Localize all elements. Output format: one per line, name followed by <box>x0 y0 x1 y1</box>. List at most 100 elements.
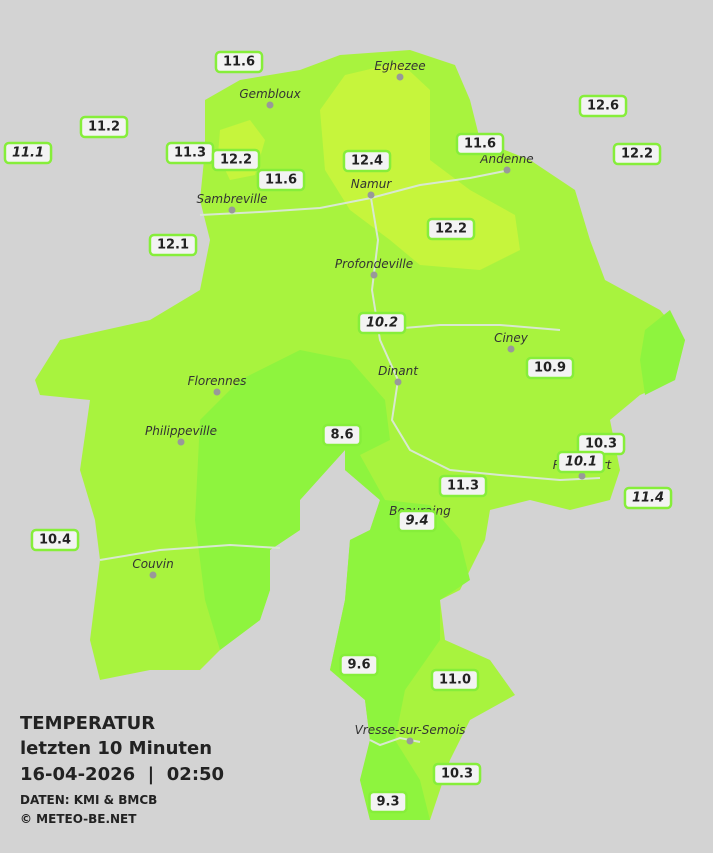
station: 8.6 <box>322 423 362 447</box>
city-dot <box>177 438 185 446</box>
station-value: 10.4 <box>39 533 71 548</box>
station-box <box>438 474 488 498</box>
station-box <box>3 141 53 165</box>
station-layer: 11.6 11.2 11.1 11.3 12.2 11.6 12.4 11.6 12.6 12.2… <box>3 50 673 814</box>
caption-title: TEMPERATUR <box>20 713 155 734</box>
city-dot <box>213 388 221 396</box>
station-value: 8.6 <box>330 428 353 443</box>
station: 10.2 <box>357 311 407 335</box>
caption-subtitle: letzten 10 Minuten <box>20 738 212 759</box>
city-label: Dinant <box>378 364 419 378</box>
station: 11.3 <box>438 474 488 498</box>
station: 10.4 <box>30 528 80 552</box>
station-box <box>256 168 306 192</box>
station: 12.1 <box>148 233 198 257</box>
station-box <box>525 356 575 380</box>
city-dot <box>406 737 414 745</box>
station: 12.2 <box>211 148 261 172</box>
city-label: Sambreville <box>196 192 267 206</box>
city-dot <box>266 101 274 109</box>
station-box <box>342 149 392 173</box>
station: 12.2 <box>426 217 476 241</box>
station-value: 10.3 <box>441 767 473 782</box>
station-box <box>368 790 408 814</box>
station: 11.1 <box>3 141 53 165</box>
station: 9.4 <box>397 509 437 533</box>
caption-source: DATEN: KMI & BMCB <box>20 793 157 807</box>
station-box <box>397 509 437 533</box>
city-dot <box>396 73 404 81</box>
station: 10.3 <box>576 432 626 456</box>
station-box <box>556 450 606 474</box>
station-box <box>455 132 505 156</box>
station-box <box>214 50 264 74</box>
station: 10.3 <box>432 762 482 786</box>
station-box <box>211 148 261 172</box>
station-value: 12.2 <box>621 147 653 162</box>
station: 11.0 <box>430 668 480 692</box>
station-box <box>30 528 80 552</box>
station-value: 11.1 <box>12 146 44 161</box>
station-box <box>148 233 198 257</box>
station-box <box>426 217 476 241</box>
city-label: Vresse-sur-Semois <box>355 723 466 737</box>
station: 11.6 <box>256 168 306 192</box>
station-value: 11.0 <box>439 673 471 688</box>
station-value: 10.1 <box>565 455 597 470</box>
city-label: Andenne <box>479 152 533 166</box>
station-box <box>612 142 662 166</box>
station-value: 10.3 <box>585 437 617 452</box>
city-label: Philippeville <box>145 424 217 438</box>
station: 10.9 <box>525 356 575 380</box>
cool-zone <box>195 350 470 820</box>
city-dot <box>578 472 586 480</box>
station-value: 12.2 <box>220 153 252 168</box>
station-value: 12.6 <box>587 99 619 114</box>
station-value: 9.4 <box>405 514 428 529</box>
station-value: 11.3 <box>174 146 206 161</box>
city-label: Profondeville <box>335 257 413 271</box>
station-value: 12.4 <box>351 154 383 169</box>
city-dot <box>503 166 511 174</box>
station: 11.6 <box>214 50 264 74</box>
city-dot <box>370 271 378 279</box>
station: 9.3 <box>368 790 408 814</box>
station: 12.6 <box>578 94 628 118</box>
city-dot <box>228 206 236 214</box>
city-label: Gembloux <box>239 87 301 101</box>
city-label: Namur <box>351 177 393 191</box>
station-value: 9.6 <box>347 658 370 673</box>
caption-copyright: © METEO-BE.NET <box>20 812 137 826</box>
city-label: Ciney <box>494 331 529 345</box>
caption-timestamp: 16-04-2026 | 02:50 <box>20 764 224 785</box>
station-box <box>79 115 129 139</box>
station-box <box>623 486 673 510</box>
station-box <box>578 94 628 118</box>
station-box <box>339 653 379 677</box>
city-label: Eghezee <box>374 59 425 73</box>
station-value: 11.3 <box>447 479 479 494</box>
station-value: 12.2 <box>435 222 467 237</box>
city-label: Couvin <box>132 557 173 571</box>
station-value: 11.6 <box>223 55 255 70</box>
city-dot <box>507 345 515 353</box>
station-box <box>322 423 362 447</box>
station-value: 11.6 <box>265 173 297 188</box>
city-dot <box>149 571 157 579</box>
city-dot <box>394 378 402 386</box>
station-value: 10.2 <box>366 316 398 331</box>
station-value: 10.9 <box>534 361 566 376</box>
city-label: Florennes <box>188 374 247 388</box>
station: 11.2 <box>79 115 129 139</box>
station-value: 11.2 <box>88 120 120 135</box>
station-value: 11.4 <box>632 491 664 506</box>
station-value: 11.6 <box>464 137 496 152</box>
cool-zone <box>640 310 685 395</box>
station: 10.1 <box>556 450 606 474</box>
station-value: 9.3 <box>376 795 399 810</box>
station: 11.3 <box>165 141 215 165</box>
station-box <box>357 311 407 335</box>
station: 12.2 <box>612 142 662 166</box>
station: 9.6 <box>339 653 379 677</box>
